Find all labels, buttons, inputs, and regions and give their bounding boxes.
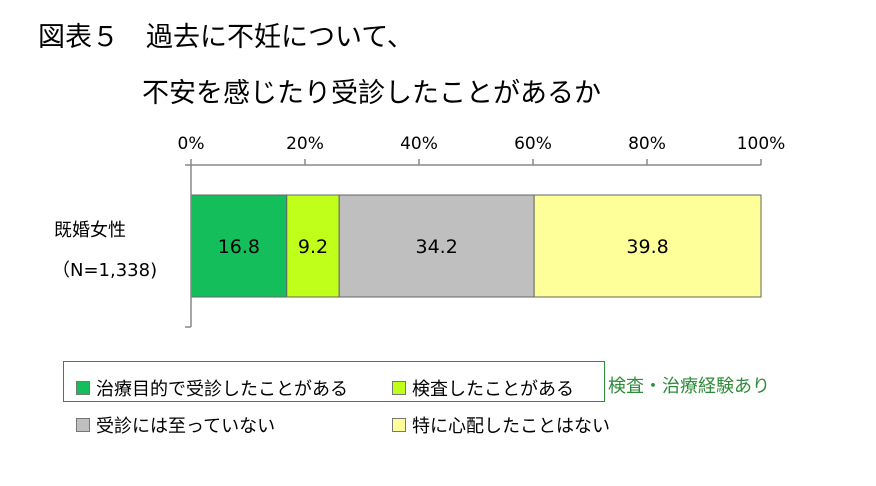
legend-swatch <box>392 381 406 395</box>
x-tick-label: 60% <box>514 134 552 154</box>
bar-data-label: 9.2 <box>298 236 328 258</box>
legend-label: 特に心配したことはない <box>412 416 610 437</box>
category-label-line2: （N=1,338) <box>52 260 158 281</box>
legend-swatch <box>76 381 90 395</box>
chart-title-line1: 図表５ 過去に不妊について、 <box>38 22 414 53</box>
bar-segment <box>190 194 288 298</box>
bar-segment <box>286 194 340 298</box>
legend-label: 治療目的で受診したことがある <box>96 379 348 400</box>
bar-data-label: 39.8 <box>626 236 668 258</box>
chart-title-line2: 不安を感じたり受診したことがあるか <box>142 78 601 109</box>
x-tick-label: 20% <box>286 134 324 154</box>
legend-item-no-worry: 特に心配したことはない <box>392 412 610 438</box>
legend-label: 受診には至っていない <box>96 416 276 437</box>
bar-data-label: 34.2 <box>416 236 458 258</box>
legend-item-treatment: 治療目的で受診したことがある <box>76 375 348 401</box>
x-tick-label: 40% <box>400 134 438 154</box>
bar-data-label: 16.8 <box>218 236 260 258</box>
bar-segment <box>338 194 535 298</box>
x-tick-label: 0% <box>178 134 205 154</box>
legend-swatch <box>76 418 90 432</box>
legend-swatch <box>392 418 406 432</box>
x-tick-label: 80% <box>628 134 666 154</box>
legend-highlight-box <box>63 361 605 402</box>
category-label-line1: 既婚女性 <box>54 220 126 241</box>
bar-segment <box>533 194 762 298</box>
x-tick-label: 100% <box>737 134 786 154</box>
legend-label: 検査したことがある <box>412 379 574 400</box>
legend-item-no-visit: 受診には至っていない <box>76 412 275 438</box>
legend-note: 検査・治療経験あり <box>608 376 770 397</box>
legend-item-test: 検査したことがある <box>392 375 574 401</box>
